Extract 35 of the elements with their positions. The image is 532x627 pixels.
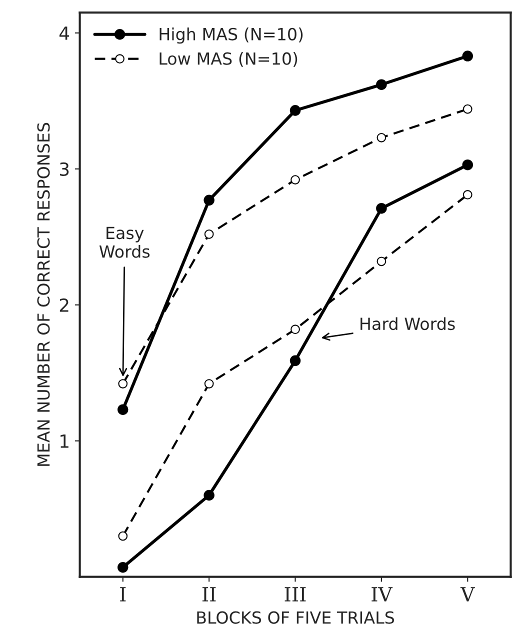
- point: [462, 50, 474, 62]
- point: [290, 324, 300, 334]
- point: [204, 229, 214, 239]
- point: [376, 79, 387, 90]
- x-axis-title: BLOCKS OF FIVE TRIALS: [197, 611, 394, 624]
- point: [118, 404, 128, 415]
- point: [204, 490, 214, 501]
- annotation: Easy Words: [99, 226, 150, 258]
- point: [118, 531, 128, 541]
- y-axis-title: MEAN NUMBER OF CORRECT RESPONSES: [37, 122, 50, 466]
- point: [290, 175, 300, 184]
- point: [462, 159, 474, 170]
- point: [462, 104, 472, 114]
- annotation: Hard Words: [360, 317, 455, 330]
- y-tick-label: 2: [60, 298, 68, 312]
- point: [376, 132, 386, 142]
- x-tick-label: IV: [372, 587, 393, 602]
- point: [204, 379, 214, 388]
- x-tick-label: III: [284, 587, 306, 602]
- point: [118, 379, 128, 388]
- point: [376, 202, 387, 214]
- y-tick-label: 4: [59, 26, 70, 40]
- x-tick-label: I: [120, 587, 126, 602]
- point: [462, 190, 472, 200]
- point: [204, 194, 214, 206]
- point: [290, 355, 301, 366]
- y-tick-label: 1: [60, 434, 68, 448]
- x-tick-label: II: [202, 587, 216, 602]
- legend-label: Low MAS (N=10): [160, 52, 298, 67]
- y-tick-label: 3: [60, 162, 69, 176]
- point: [376, 256, 386, 266]
- x-tick-label: V: [460, 587, 475, 602]
- point: [290, 105, 301, 116]
- legend-label: High MAS (N=10): [160, 28, 303, 44]
- point: [118, 562, 128, 573]
